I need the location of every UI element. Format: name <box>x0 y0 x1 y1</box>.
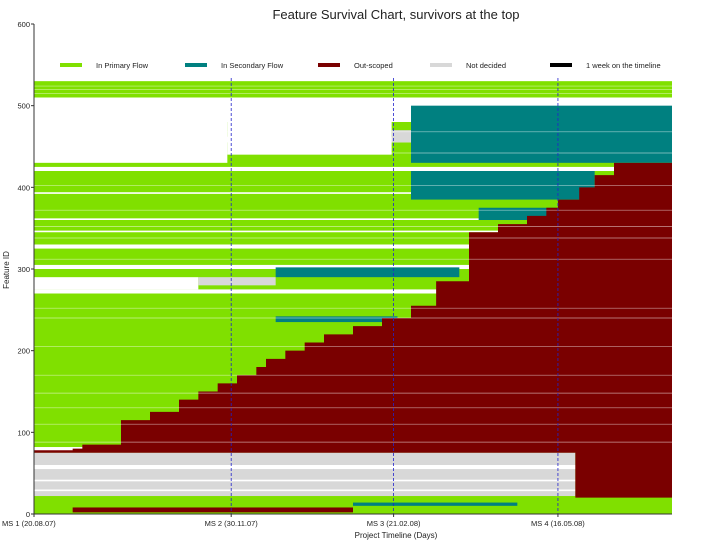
legend-label: In Primary Flow <box>96 61 149 70</box>
id-gap-band <box>34 105 228 163</box>
id-gap-band <box>34 289 672 294</box>
out-scoped-strip <box>72 507 354 513</box>
y-tick-label: 400 <box>17 183 30 192</box>
id-gap-band <box>34 489 576 492</box>
x-milestone-label: MS 3 (21.02.08) <box>367 519 421 528</box>
secondary-flow-block <box>275 316 398 323</box>
id-gap-band <box>34 230 672 233</box>
legend-swatch <box>60 63 82 67</box>
not-decided-block <box>34 452 576 497</box>
legend-label: 1 week on the timeline <box>586 61 661 70</box>
not-decided-patch <box>198 277 276 286</box>
id-gap-band <box>34 192 672 194</box>
legend-swatch <box>550 63 572 67</box>
id-gap-band <box>34 465 576 470</box>
secondary-flow-block <box>275 267 460 278</box>
id-gap-band <box>34 264 672 269</box>
legend-label: In Secondary Flow <box>221 61 284 70</box>
x-milestone-label: MS 4 (16.05.08) <box>531 519 585 528</box>
legend-label: Not decided <box>466 61 506 70</box>
secondary-flow-block <box>411 105 672 163</box>
y-tick-label: 0 <box>26 510 30 519</box>
out-scoped-area <box>34 162 672 498</box>
id-gap-band <box>34 166 672 171</box>
id-gap-band <box>227 105 392 155</box>
id-gap-band <box>34 277 199 290</box>
legend-swatch <box>318 63 340 67</box>
x-milestone-label: MS 1 (20.08.07) <box>2 519 56 528</box>
legend-swatch <box>185 63 207 67</box>
plot-area <box>33 78 672 515</box>
x-axis-label: Project Timeline (Days) <box>355 531 438 540</box>
y-tick-label: 200 <box>17 347 30 356</box>
chart-title: Feature Survival Chart, survivors at the… <box>272 7 519 22</box>
primary-flow-strip <box>34 504 460 508</box>
id-gap-band <box>34 244 672 249</box>
y-tick-label: 600 <box>17 20 30 29</box>
secondary-flow-strip <box>353 502 518 506</box>
not-decided-patch <box>391 130 411 143</box>
y-tick-label: 100 <box>17 428 30 437</box>
legend: In Primary Flow In Secondary Flow Out-scop… <box>35 52 671 78</box>
y-tick-label: 500 <box>17 102 30 111</box>
legend-label: Out-scoped <box>354 61 393 70</box>
legend-swatch <box>430 63 452 67</box>
x-milestone-label: MS 2 (30.11.07) <box>205 519 259 528</box>
y-tick-label: 300 <box>17 265 30 274</box>
id-gap-band <box>34 479 576 482</box>
secondary-flow-block <box>411 171 595 200</box>
y-axis-label: Feature ID <box>2 251 11 289</box>
id-gap-band <box>34 218 672 220</box>
axes: 0 100 200 300 400 500 600 MS 1 (20.08.07) MS 2 (… <box>2 20 672 528</box>
